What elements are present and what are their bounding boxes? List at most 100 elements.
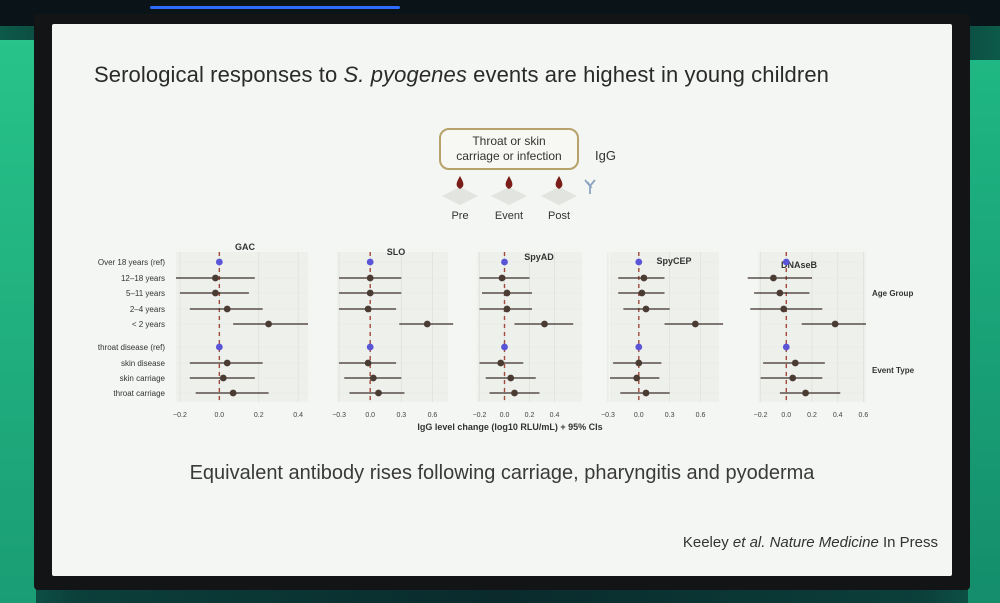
estimate-point: [770, 274, 777, 282]
timepoint-label: Post: [548, 210, 570, 222]
estimate-point: [219, 374, 227, 382]
row-label: 12–18 years: [121, 274, 165, 283]
panel-title: SpyAD: [524, 252, 554, 262]
estimate-point: [642, 389, 650, 397]
estimate-point: [635, 359, 643, 367]
title-part: events are highest in young children: [466, 62, 829, 87]
tick-label: 0.6: [696, 412, 706, 419]
stage-light-right: [968, 60, 1000, 603]
row-label: throat disease (ref): [98, 343, 165, 352]
tick-label: 0.0: [365, 412, 375, 419]
tick-label: 0.3: [396, 412, 406, 419]
tick-label: −0.2: [754, 412, 768, 419]
tick-label: 0.4: [293, 412, 303, 419]
estimate-point: [503, 305, 511, 313]
tick-label: 0.3: [665, 412, 675, 419]
reference-point: [215, 343, 223, 351]
tick-label: 0.4: [833, 412, 843, 419]
estimate-point: [375, 389, 382, 397]
tick-label: −0.2: [473, 412, 487, 419]
estimate-point: [776, 289, 784, 297]
reference-point: [782, 343, 790, 351]
reference-point: [635, 343, 643, 351]
panel-title: GAC: [235, 242, 256, 252]
panel-background: [176, 252, 308, 402]
tick-label: 0.0: [634, 412, 644, 419]
estimate-point: [541, 320, 548, 328]
tick-label: 0.4: [550, 412, 560, 419]
antibody-icon: [584, 179, 596, 194]
estimate-point: [366, 274, 374, 282]
citation-status: In Press: [878, 534, 938, 551]
tick-label: −0.3: [332, 412, 346, 419]
tick-label: 0.6: [428, 412, 438, 419]
tick-label: 0.6: [859, 412, 869, 419]
estimate-point: [369, 374, 377, 382]
blood-drop-icon: [505, 176, 513, 189]
estimate-point: [642, 305, 650, 313]
tick-label: 0.0: [781, 412, 791, 419]
blood-drop-icon: [555, 176, 563, 189]
estimate-point: [638, 289, 646, 297]
group-label: Event Type: [872, 366, 915, 375]
tick-label: 0.2: [525, 412, 535, 419]
estimate-point: [802, 389, 809, 397]
sample-plate: [491, 187, 527, 205]
citation-authors: Keeley: [682, 534, 733, 551]
estimate-point: [212, 274, 219, 282]
tick-label: 0.0: [214, 412, 224, 419]
tick-label: 0.2: [807, 412, 817, 419]
reference-point: [635, 258, 643, 266]
presentation-slide: Serological responses to S. pyogenes eve…: [52, 24, 952, 576]
row-label: Over 18 years (ref): [98, 258, 165, 267]
estimate-point: [497, 359, 505, 367]
panel-background: [337, 252, 448, 402]
estimate-point: [229, 389, 237, 397]
estimate-point: [633, 374, 641, 382]
tick-label: 0.2: [254, 412, 264, 419]
timepoint-label: Event: [495, 210, 523, 222]
blood-drop-icon: [456, 176, 464, 189]
reference-point: [782, 258, 790, 266]
forest-panel-gac: GAC −0.2 0.0 0.2 0.4: [173, 242, 308, 419]
reference-point: [501, 258, 508, 266]
estimate-point: [423, 320, 431, 328]
estimate-point: [212, 289, 219, 297]
tick-label: −0.3: [601, 412, 615, 419]
estimate-point: [791, 359, 799, 367]
estimate-point: [223, 305, 231, 313]
estimate-point: [364, 359, 372, 367]
forest-panel-dnaseb: DNAseB −0.2 0.0 0.2 0.4 0.6: [747, 252, 869, 419]
row-label: throat carriage: [113, 389, 165, 398]
slide-subtitle: Equivalent antibody rises following carr…: [189, 462, 815, 484]
reference-point: [501, 343, 508, 351]
row-label: 2–4 years: [130, 305, 165, 314]
igg-label: IgG: [595, 148, 616, 163]
forest-plot: Over 18 years (ref) 12–18 years 5–11 years…: [98, 242, 915, 419]
estimate-point: [640, 274, 648, 282]
timepoint-label: Pre: [451, 210, 468, 222]
estimate-point: [503, 289, 511, 297]
estimate-point: [265, 320, 272, 328]
ceiling-led-strip: [150, 6, 400, 9]
reference-point: [215, 258, 223, 266]
citation: Keeley et al. Nature Medicine In Press: [683, 534, 938, 551]
estimate-point: [223, 359, 231, 367]
species-name: S. pyogenes: [343, 62, 467, 87]
event-box-line1: Throat or skin: [472, 134, 545, 148]
estimate-point: [780, 305, 788, 313]
group-label: Age Group: [872, 289, 913, 298]
estimate-point: [691, 320, 699, 328]
row-label: < 2 years: [132, 320, 165, 329]
event-box: [439, 128, 579, 170]
forest-panel-spycep: SpyCEP −0.3 0.0 0.3 0.6: [601, 252, 724, 419]
reference-point: [366, 258, 374, 266]
panel-title: SLO: [387, 247, 406, 257]
estimate-point: [498, 274, 506, 282]
row-label: skin carriage: [120, 374, 166, 383]
tick-label: −0.2: [173, 412, 187, 419]
sample-plate: [541, 187, 577, 205]
citation-etal: et al.: [732, 534, 766, 551]
panel-title: DNAseB: [781, 260, 818, 270]
estimate-point: [507, 374, 515, 382]
